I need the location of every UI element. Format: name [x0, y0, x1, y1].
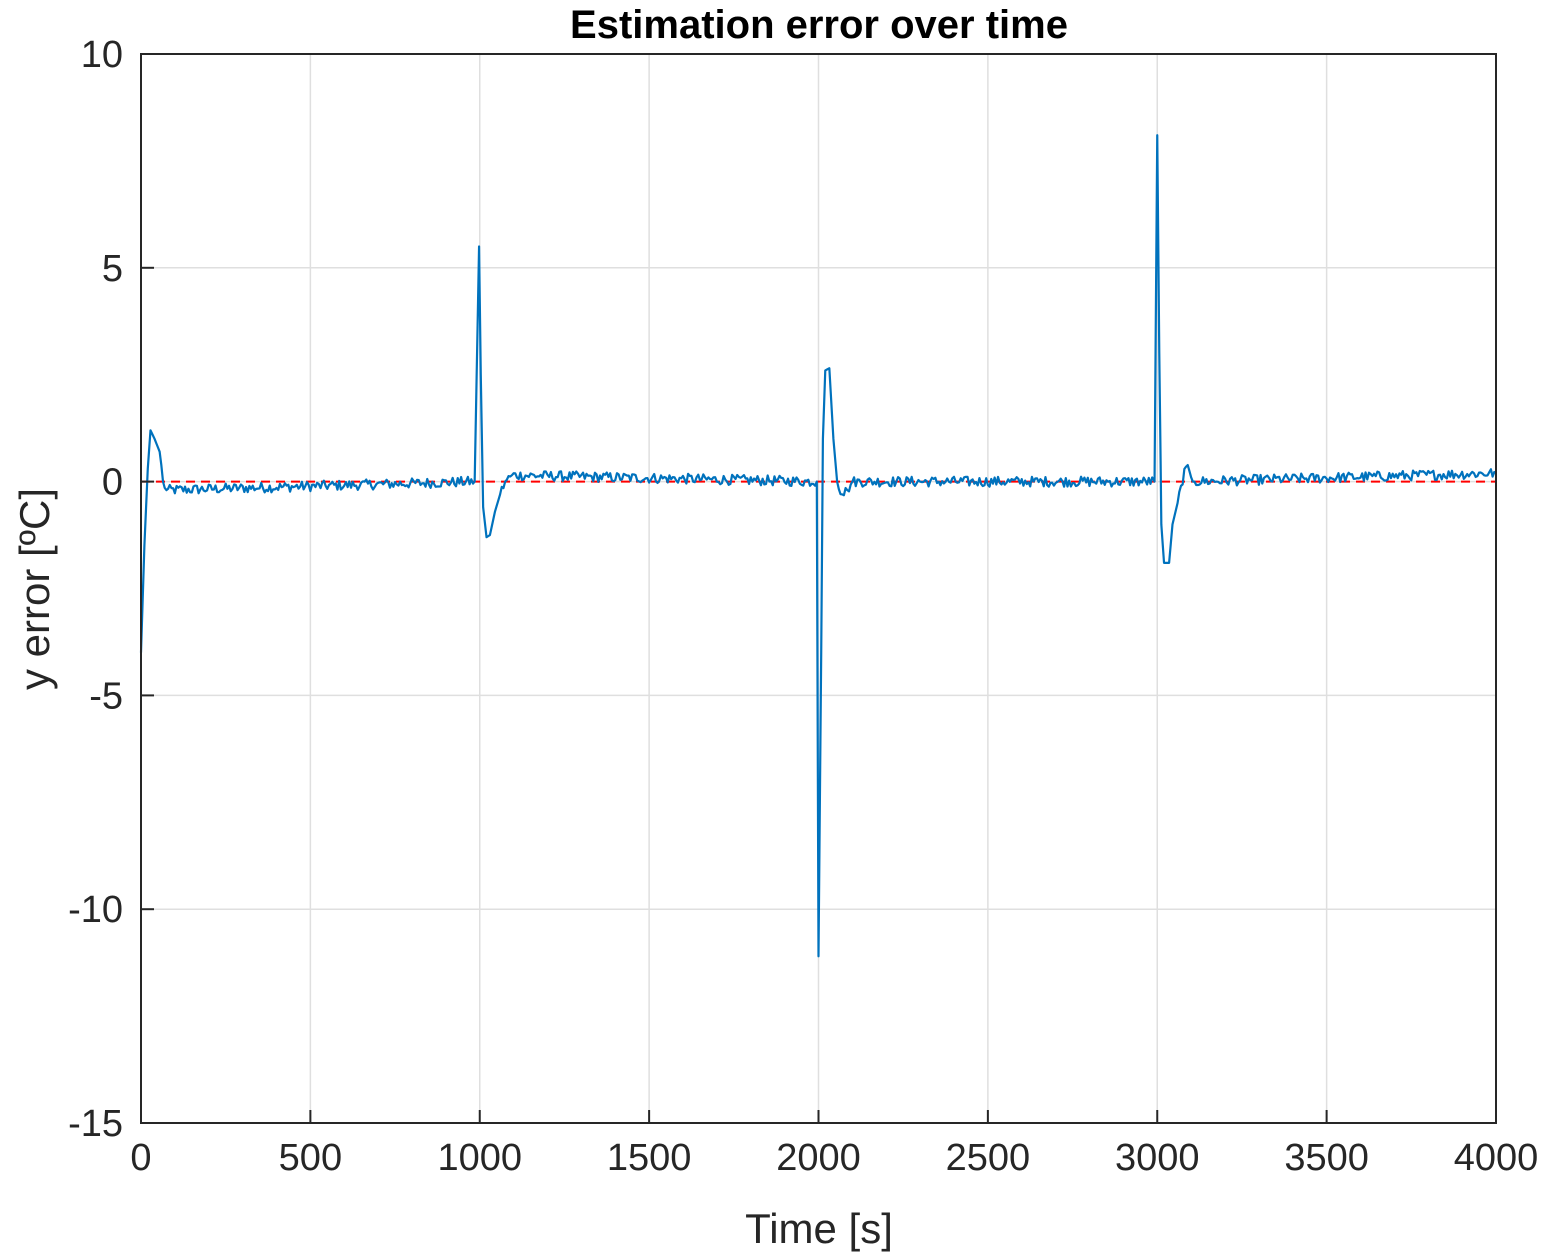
series-layer: [139, 134, 1497, 958]
x-tick-label: 500: [279, 1137, 342, 1179]
x-axis-title: Time [s]: [745, 1205, 893, 1252]
x-tick-label: 4000: [1454, 1137, 1539, 1179]
x-axis-ticks: 0 500 1000 1500 2000 2500 3000 3500 4000: [130, 1110, 1538, 1179]
x-tick-label: 3500: [1284, 1137, 1369, 1179]
chart-title: Estimation error over time: [570, 3, 1068, 47]
x-tick-label: 3000: [1115, 1137, 1200, 1179]
x-tick-label: 2000: [776, 1137, 861, 1179]
x-tick-label: 0: [130, 1137, 151, 1179]
grid-lines: [141, 54, 1496, 1123]
y-tick-label: 10: [81, 34, 123, 76]
y-tick-label: 5: [102, 248, 123, 290]
x-tick-label: 1000: [437, 1137, 522, 1179]
error-series-line: [139, 134, 1497, 958]
x-tick-label: 1500: [607, 1137, 692, 1179]
x-tick-label: 2500: [946, 1137, 1031, 1179]
y-axis-ticks: -15 -10 -5 0 5 10: [68, 34, 154, 1145]
y-tick-label: -15: [68, 1103, 123, 1145]
y-axis-title: y error [ºC]: [11, 488, 58, 690]
y-tick-label: 0: [102, 462, 123, 504]
y-tick-label: -5: [89, 675, 123, 717]
y-tick-label: -10: [68, 889, 123, 931]
